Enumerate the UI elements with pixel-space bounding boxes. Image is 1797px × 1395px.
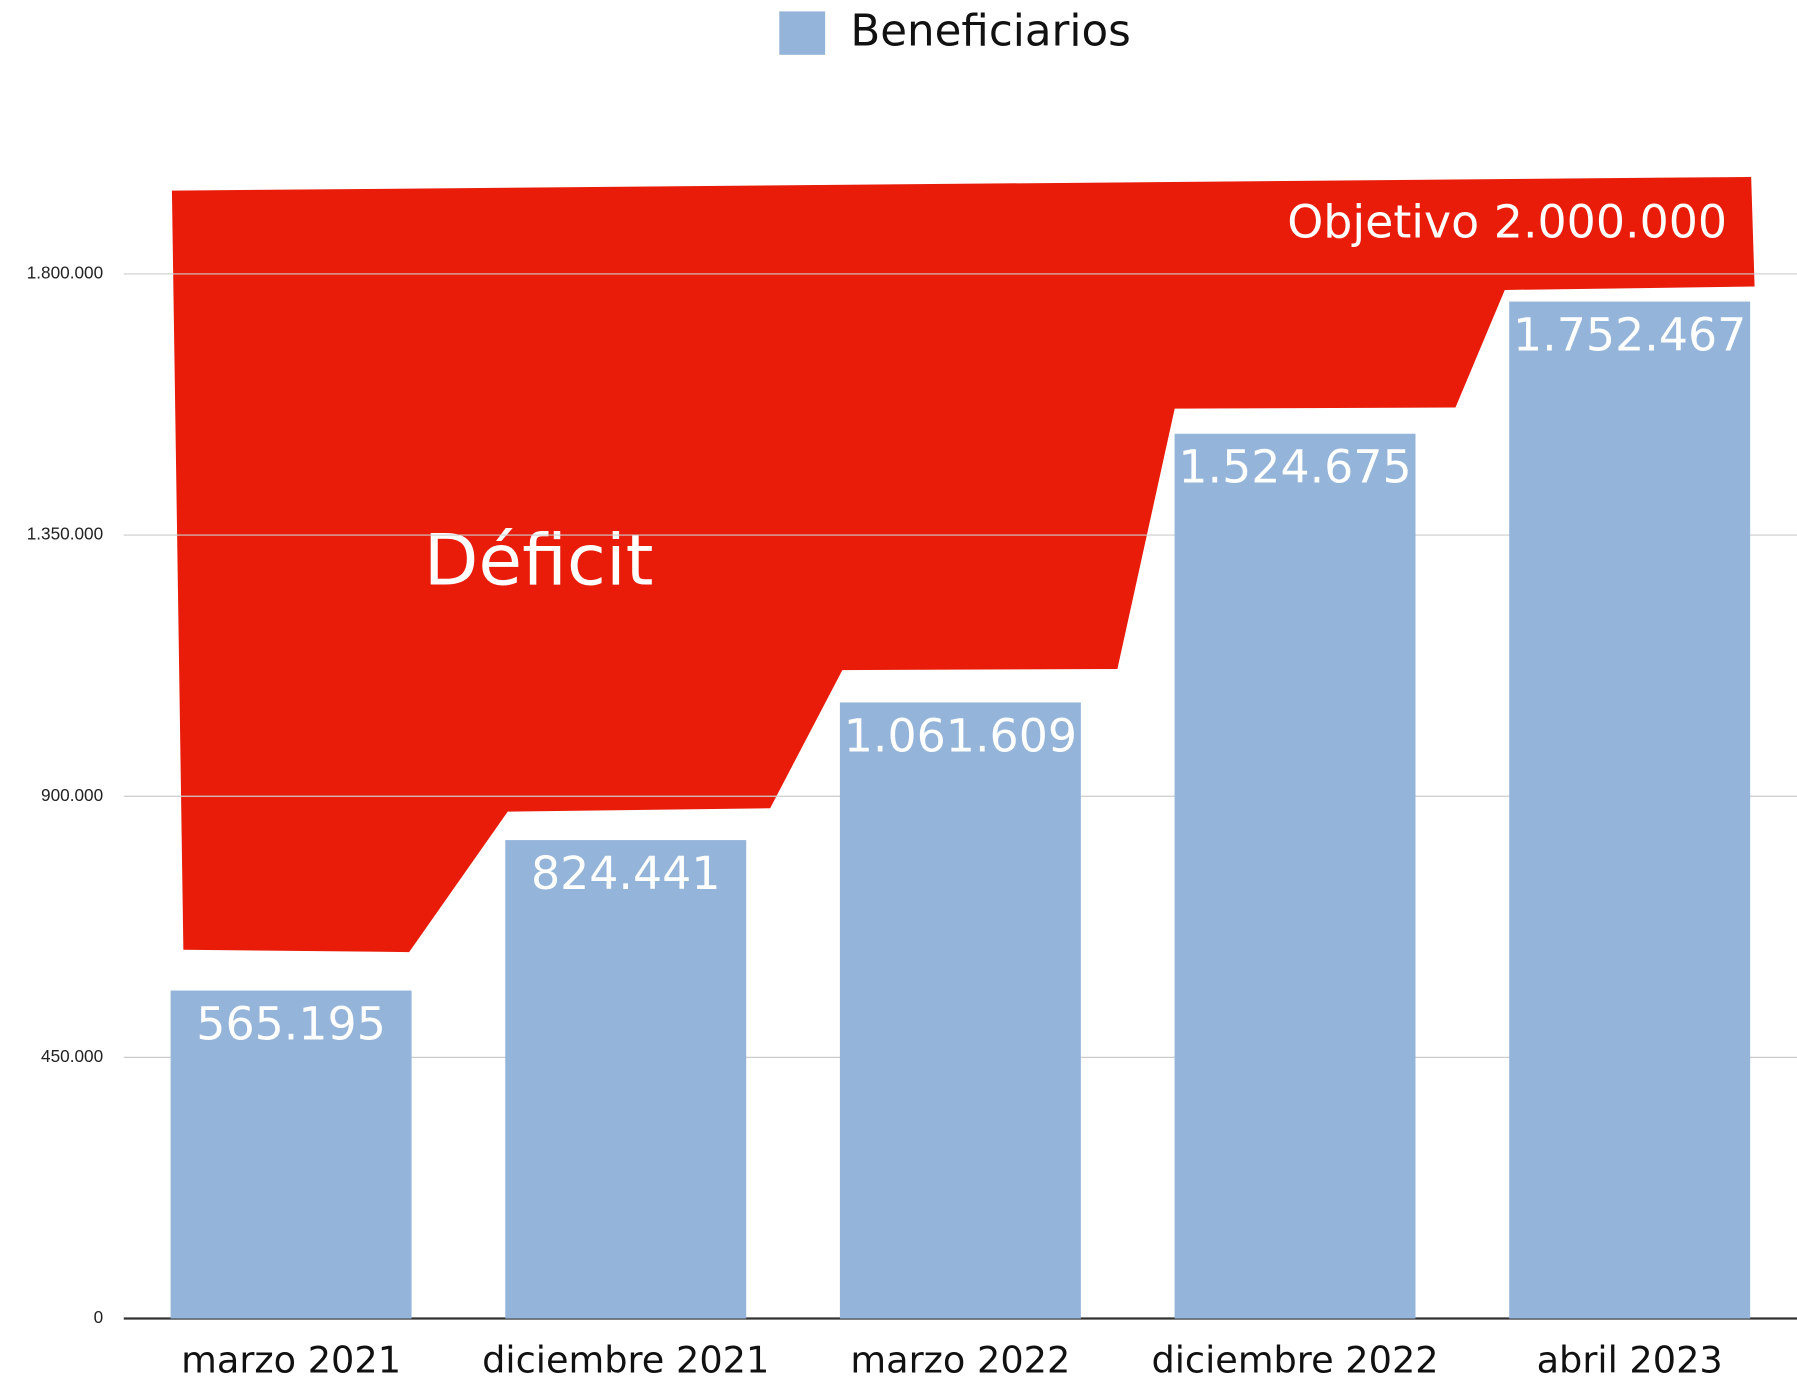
y-tick-label: 1.800.000 — [27, 263, 103, 283]
deficit-area — [171, 176, 1755, 953]
bar — [839, 702, 1081, 1319]
bar — [1174, 433, 1416, 1319]
value-label: 1.061.609 — [844, 710, 1077, 763]
y-tick-label: 900.000 — [41, 785, 103, 805]
bar — [1509, 301, 1751, 1319]
x-tick-label: abril 2023 — [1537, 1338, 1723, 1381]
value-label: 1.752.467 — [1513, 309, 1746, 362]
y-tick-label: 1.350.000 — [27, 524, 103, 544]
y-tick-label: 0 — [94, 1307, 104, 1327]
bar — [505, 840, 747, 1319]
legend-label: Beneficiarios — [850, 7, 1131, 57]
bar — [170, 990, 412, 1319]
value-label: 824.441 — [531, 847, 721, 900]
x-tick-label: diciembre 2022 — [1151, 1338, 1438, 1381]
y-tick-label: 450.000 — [41, 1046, 103, 1066]
annotation: Déficit — [424, 519, 654, 602]
value-label: 1.524.675 — [1178, 441, 1411, 494]
annotation: Objetivo 2.000.000 — [1287, 195, 1727, 248]
x-tick-label: marzo 2021 — [181, 1338, 401, 1381]
x-tick-label: diciembre 2021 — [482, 1338, 769, 1381]
x-tick-label: marzo 2022 — [850, 1338, 1070, 1381]
value-label: 565.195 — [196, 998, 386, 1051]
legend-swatch — [779, 11, 826, 55]
